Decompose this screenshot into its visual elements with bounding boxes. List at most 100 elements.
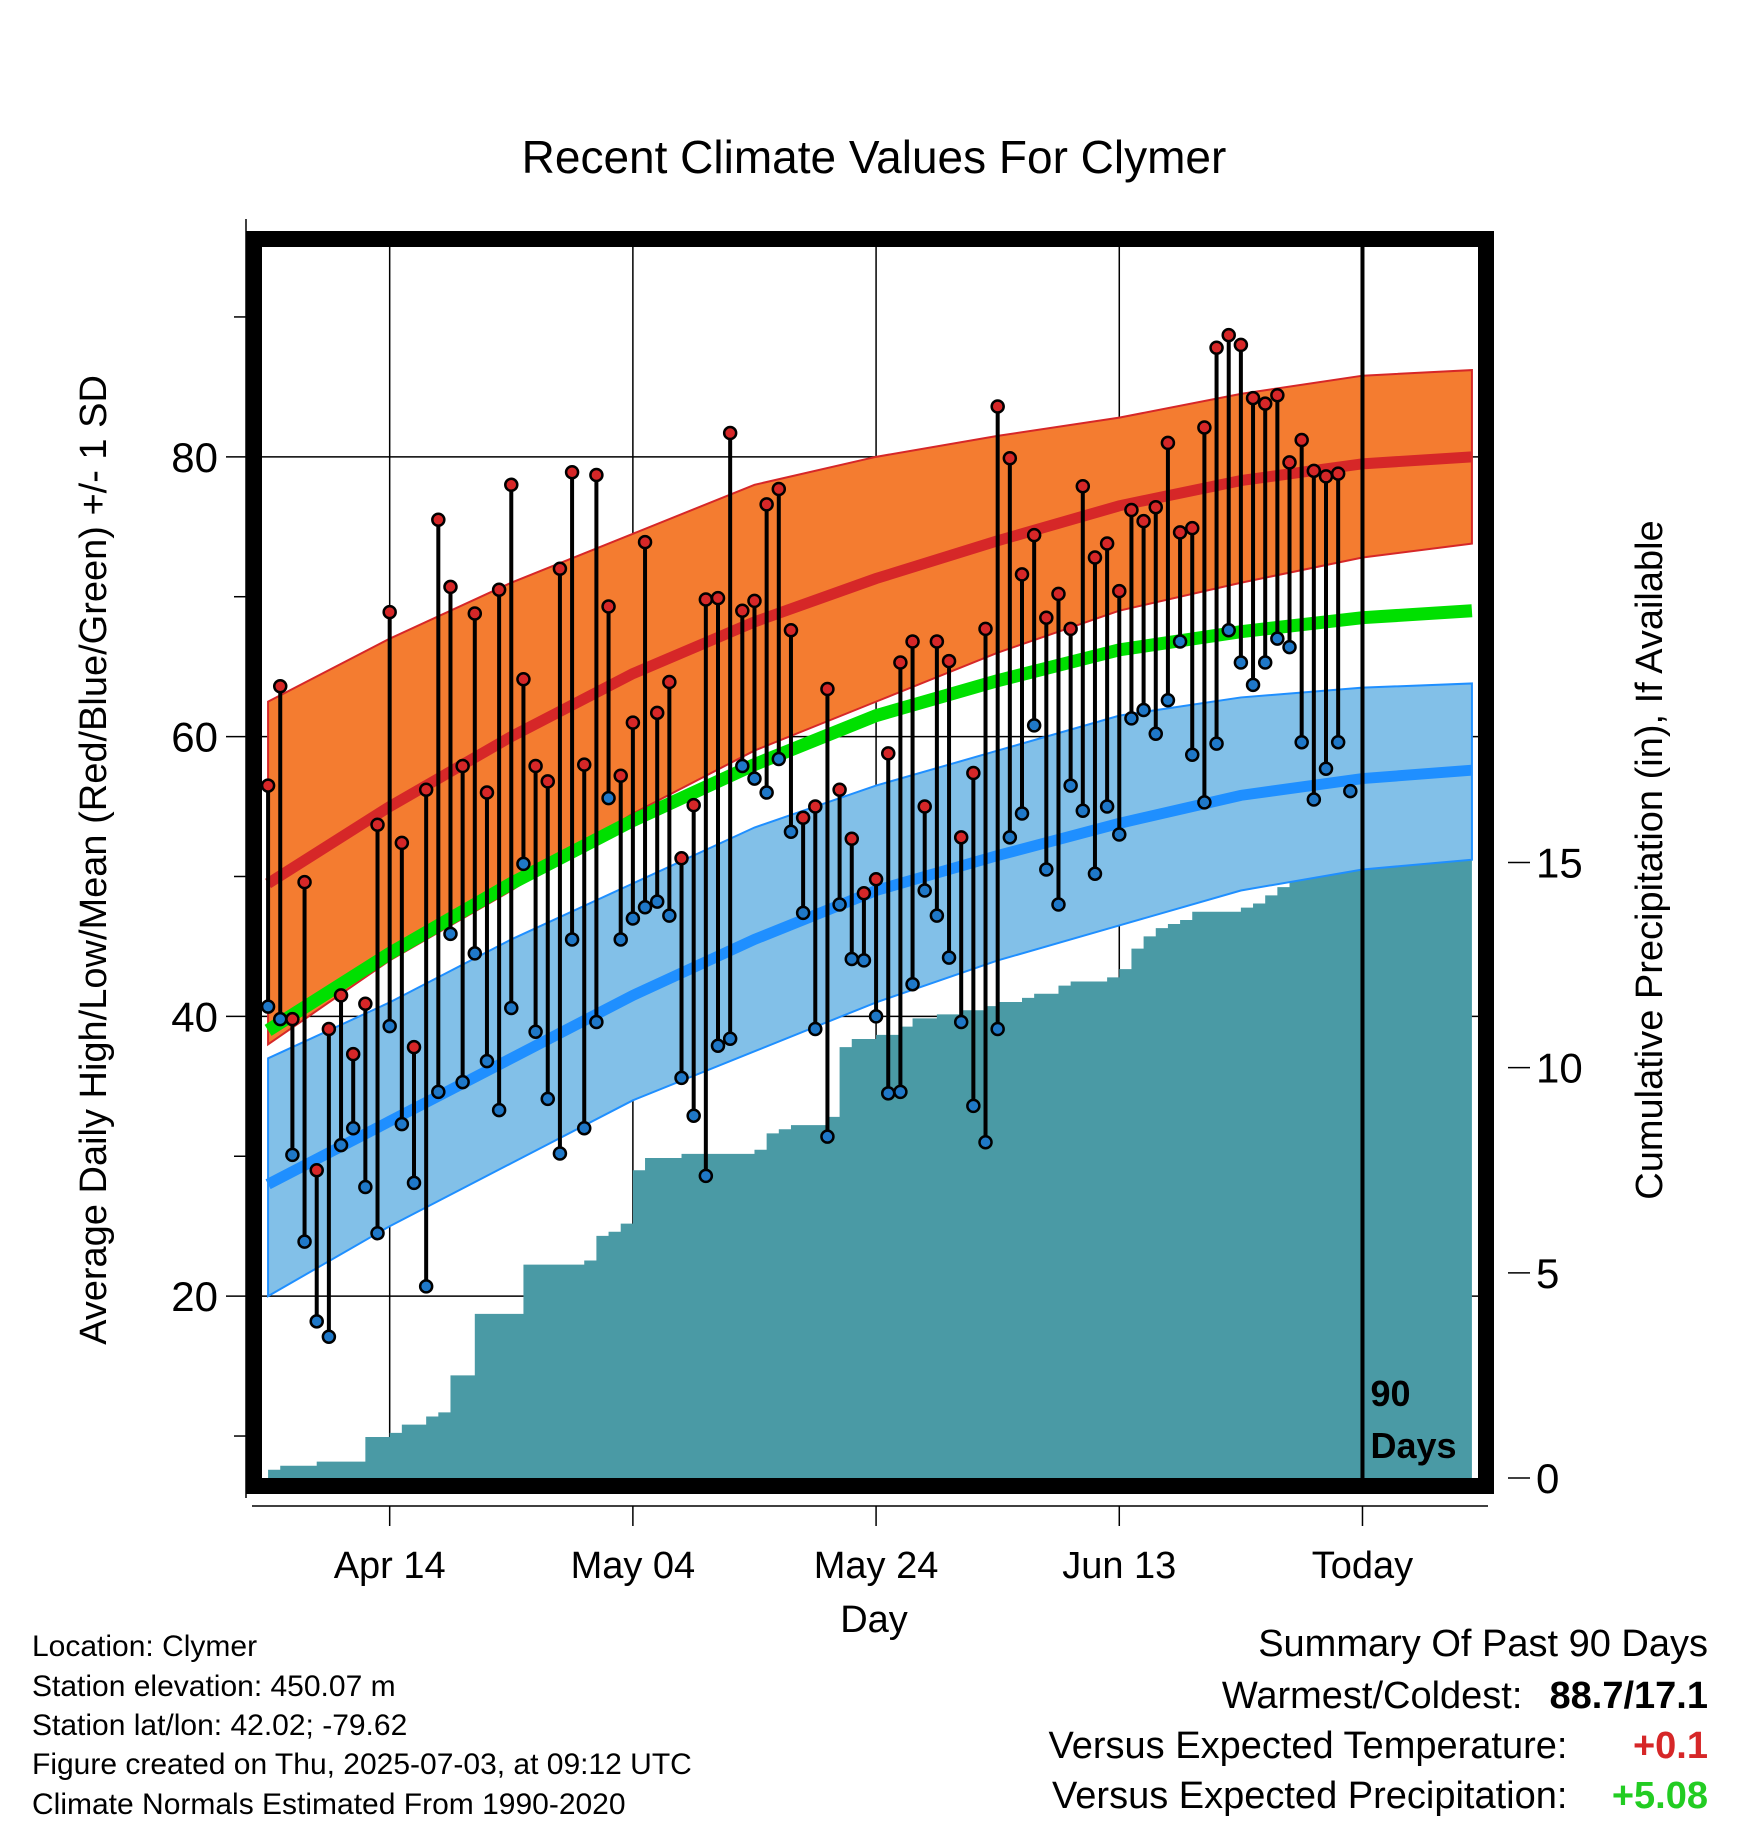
high-point [1257, 396, 1273, 411]
high-point [1160, 435, 1176, 451]
y-tick-label: 40 [171, 993, 218, 1040]
high-point [966, 765, 981, 781]
high-point [795, 810, 811, 825]
high-point [905, 634, 920, 649]
high-point [479, 785, 495, 800]
x-axis: Apr 14 May 04 May 24 Jun 13 Today [252, 1505, 1488, 1587]
high-point [722, 425, 738, 441]
summary-precip: Versus Expected Precipitation: +5.08 [1052, 1777, 1708, 1815]
low-point [929, 908, 945, 923]
high-normal-line [265, 451, 1473, 889]
low-point [285, 1147, 300, 1163]
low-point [893, 1084, 908, 1100]
high-point [1014, 567, 1030, 582]
high-point [832, 782, 847, 798]
temp-label: Versus Expected Temperature: [1048, 1725, 1568, 1767]
info-elevation: Station elevation: 450.07 m [32, 1670, 396, 1703]
low-point [321, 1329, 337, 1344]
high-point [455, 758, 470, 774]
low-point [1221, 623, 1236, 638]
high-point [1294, 432, 1309, 448]
chart-title: Recent Climate Values For Clymer [522, 131, 1227, 183]
high-point [856, 886, 872, 901]
x-tick-label: Today [1312, 1545, 1413, 1587]
low-point [1184, 747, 1200, 763]
high-point [1087, 550, 1103, 565]
precip-layer [268, 829, 1472, 1478]
high-point [1002, 450, 1018, 466]
low-point [406, 1175, 422, 1191]
low-point [455, 1074, 470, 1090]
low-point [431, 1084, 446, 1100]
high-point [674, 851, 689, 866]
low-point [552, 1146, 568, 1161]
high-point [953, 830, 969, 845]
low-point [491, 1102, 507, 1118]
low-point [345, 1121, 361, 1136]
high-point [528, 758, 543, 774]
low-point [467, 946, 483, 961]
low-point [418, 1279, 434, 1294]
x-tick-label: May 04 [571, 1545, 696, 1587]
low-point [516, 856, 531, 872]
high-point [613, 768, 628, 784]
low-point [358, 1179, 373, 1195]
low-point [1136, 702, 1151, 718]
summary-temp: Versus Expected Temperature: +0.1 [1049, 1727, 1708, 1765]
high-point [540, 774, 556, 789]
high-point [1197, 420, 1212, 435]
low-point [637, 900, 653, 915]
today-label-number: 90 [1370, 1373, 1410, 1414]
low-point [941, 950, 957, 965]
high-point [321, 1021, 337, 1037]
low-point [479, 1053, 495, 1069]
low-point [1294, 734, 1309, 750]
high-point [552, 561, 568, 576]
high-point [576, 757, 592, 772]
low-point [698, 1168, 714, 1184]
high-point [625, 715, 641, 730]
low-point [504, 1000, 519, 1016]
high-point [1184, 520, 1200, 536]
low-point [686, 1108, 701, 1123]
warm-cold-value: 88.7/17.1 [1549, 1675, 1708, 1717]
y-tick-label: 80 [171, 434, 218, 481]
low-point [333, 1137, 349, 1153]
info-normals-period: Climate Normals Estimated From 1990-2020 [32, 1788, 626, 1821]
low-point [1112, 827, 1127, 842]
high-point [929, 634, 945, 649]
low-point [722, 1031, 738, 1047]
low-point [1257, 655, 1273, 670]
low-point [260, 999, 276, 1014]
daily-dots [260, 327, 1358, 1344]
y-tick-label: 20 [171, 1273, 218, 1320]
high-point [637, 534, 653, 550]
low-point [953, 1014, 969, 1030]
high-point [333, 988, 349, 1003]
high-point [844, 831, 860, 846]
low-point [382, 1018, 397, 1034]
high-point [382, 604, 397, 620]
high-point [1172, 525, 1188, 540]
low-point [966, 1098, 981, 1114]
low-point [832, 897, 847, 912]
high-point [662, 674, 677, 690]
low-point [1343, 783, 1358, 799]
low-point [1014, 806, 1030, 821]
daily-stems [266, 335, 1341, 1337]
high-point [1039, 610, 1054, 625]
low-point [1306, 792, 1322, 807]
today-label-days: Days [1370, 1425, 1456, 1466]
high-point [1136, 513, 1151, 529]
high-point [272, 678, 288, 694]
low-point [1172, 634, 1188, 649]
low-point [370, 1225, 385, 1241]
high-point [1051, 586, 1066, 602]
high-point [1245, 390, 1261, 406]
high-point [1075, 478, 1091, 494]
low-point [1063, 778, 1078, 793]
low-point [625, 911, 641, 926]
y-tick-label: 60 [171, 714, 218, 761]
high-point [747, 593, 762, 609]
